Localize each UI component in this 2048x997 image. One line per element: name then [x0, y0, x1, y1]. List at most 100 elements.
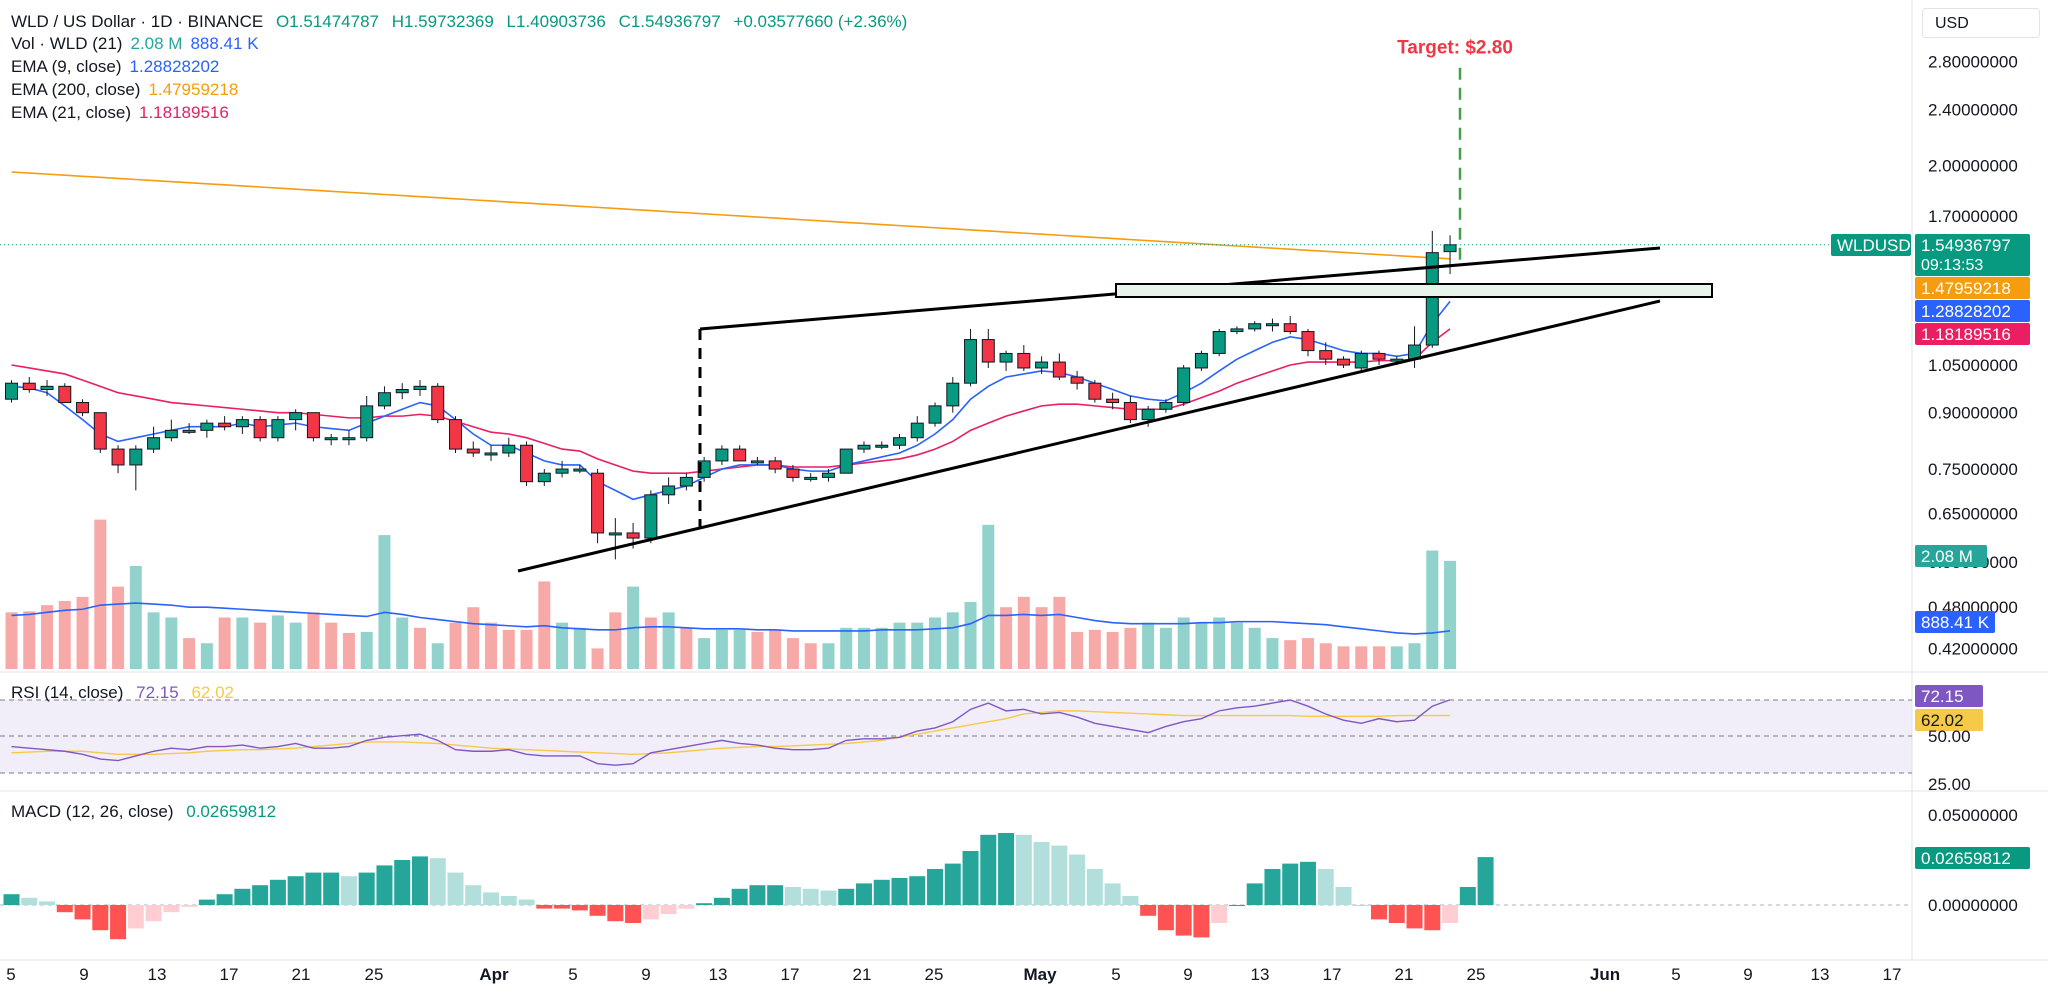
candle-body — [804, 476, 818, 480]
candle — [839, 448, 853, 474]
macd-bar — [944, 863, 961, 905]
indicator-legend-row[interactable]: EMA (9, close) 1.28828202 — [11, 56, 219, 78]
candle — [591, 469, 605, 544]
volume-bar — [751, 631, 764, 669]
volume-bar — [982, 524, 995, 669]
ema9-price-tag: 1.28828202 — [1921, 302, 2011, 321]
volume-bar — [1408, 643, 1421, 669]
macd-tag-bg — [1915, 847, 2030, 869]
volume-bar — [1213, 617, 1226, 669]
candle — [1248, 321, 1262, 332]
candle-body — [608, 532, 622, 536]
volume-bar — [769, 629, 782, 669]
volume-bar — [609, 612, 622, 669]
indicator-legend-row[interactable]: Vol · WLD (21) 2.08 M 888.41 K — [11, 33, 259, 55]
time-tick-label: 5 — [1671, 965, 1680, 984]
macd-bar — [376, 865, 393, 905]
candle — [1319, 342, 1333, 365]
candle-body — [395, 389, 409, 394]
volume-bar — [893, 622, 906, 669]
candle — [1052, 353, 1066, 381]
volume-bar — [1444, 560, 1457, 669]
volume-bar — [698, 638, 711, 669]
candle-body — [76, 402, 90, 414]
header-title-row: WLD / US Dollar · 1D · BINANCE O1.514747… — [11, 11, 907, 33]
volume-bar — [644, 617, 657, 669]
macd-bar — [340, 876, 357, 905]
candle-body — [1390, 358, 1404, 362]
candle-body — [360, 405, 374, 439]
volume-bar — [236, 617, 249, 669]
currency-selector[interactable]: USD — [1922, 8, 2040, 38]
candle — [573, 464, 587, 474]
ema21-price-tag-bg — [1915, 323, 2030, 345]
macd-bar — [962, 851, 979, 905]
candle-body — [964, 339, 978, 384]
macd-bar — [980, 834, 997, 905]
volume-bar — [1266, 638, 1279, 669]
rsi-tag-bg — [1915, 685, 1983, 707]
candle — [768, 456, 782, 474]
candle-body — [537, 472, 551, 483]
indicator-legend-row[interactable]: EMA (200, close) 1.47959218 — [11, 79, 238, 101]
indicator-label: Vol · WLD (21) — [11, 34, 123, 53]
candle — [1212, 328, 1226, 357]
time-tick-label: 21 — [1395, 965, 1414, 984]
macd-bar — [3, 894, 20, 905]
volume-bar — [396, 617, 409, 669]
candle-body — [555, 468, 569, 474]
time-tick-label: 9 — [79, 965, 88, 984]
candle-body — [377, 392, 391, 407]
time-tick-label: 25 — [925, 965, 944, 984]
candle — [981, 328, 995, 368]
ohlc-change: +0.03577660 (+2.36%) — [733, 12, 908, 31]
rsi-label[interactable]: RSI (14, close) — [11, 683, 124, 702]
volume-bar — [58, 601, 71, 669]
volume-bar — [1106, 631, 1119, 669]
macd-bar — [1264, 869, 1281, 905]
symbol-title[interactable]: WLD / US Dollar · 1D · BINANCE — [11, 12, 264, 31]
volume-bar — [1426, 550, 1439, 669]
candle — [910, 416, 924, 442]
candle — [1017, 345, 1031, 371]
time-tick-label: 9 — [641, 965, 650, 984]
time-tick-label: 13 — [148, 965, 167, 984]
candle-body — [253, 419, 267, 439]
macd-bar — [642, 905, 659, 920]
macd-tick-label: 0.00000000 — [1928, 896, 2018, 915]
candle-body — [484, 452, 498, 456]
volume-bar — [467, 607, 480, 669]
volume-bar — [254, 622, 267, 669]
volume-bar — [1071, 631, 1084, 669]
candle — [1408, 326, 1422, 368]
macd-bar — [607, 905, 624, 922]
macd-label[interactable]: MACD (12, 26, close) — [11, 802, 174, 821]
time-tick-label: Jun — [1590, 965, 1620, 984]
macd-bar — [21, 897, 38, 905]
candle-body — [58, 385, 72, 404]
volume-bar — [573, 627, 586, 669]
ema200-line — [11, 171, 1451, 260]
macd-bar — [784, 887, 801, 905]
candle-body — [5, 382, 18, 400]
candle — [22, 377, 36, 393]
macd-tick-label: 0.05000000 — [1928, 806, 2018, 825]
candle — [608, 518, 622, 560]
indicator-legend-row[interactable]: EMA (21, close) 1.18189516 — [11, 102, 229, 124]
ohlc-open: O1.51474787 — [275, 12, 379, 31]
rsi-value: 72.15 — [136, 683, 179, 702]
volume-bar — [1319, 643, 1332, 669]
volume-bar — [94, 519, 107, 669]
volume-bar — [1000, 607, 1013, 669]
macd-bar — [234, 888, 251, 905]
volume-bar — [1248, 627, 1261, 669]
candle-body — [22, 382, 36, 391]
candle-body — [1301, 331, 1315, 352]
candle — [235, 416, 249, 435]
candle — [395, 383, 409, 400]
indicator-value: 888.41 K — [190, 34, 259, 53]
candle-body — [1159, 402, 1173, 410]
candle-body — [573, 468, 587, 472]
macd-bar — [1069, 854, 1086, 905]
